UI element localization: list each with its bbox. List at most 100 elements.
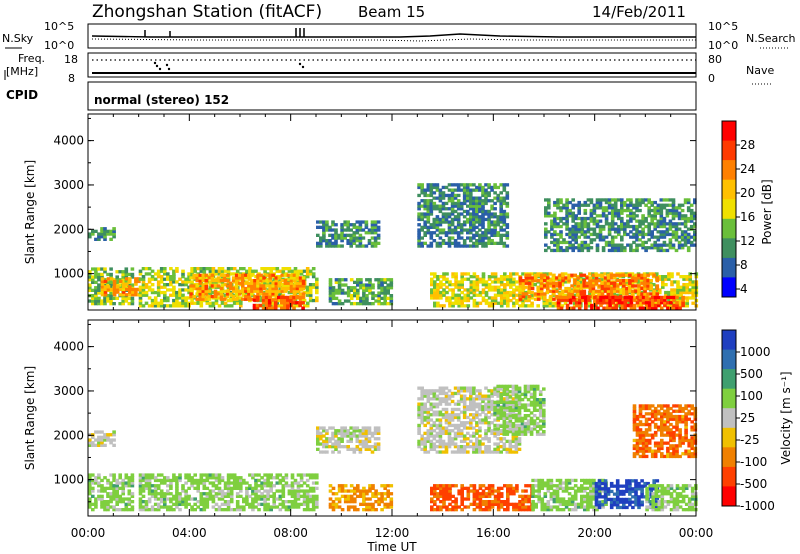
heatmap-cell bbox=[493, 201, 497, 206]
heatmap-cell bbox=[229, 492, 234, 496]
heatmap-cell bbox=[466, 217, 470, 222]
heatmap-cell bbox=[542, 301, 547, 305]
heatmap-cell bbox=[466, 196, 470, 200]
heatmap-cell bbox=[647, 303, 652, 308]
heatmap-cell bbox=[490, 233, 494, 237]
heatmap-cell bbox=[466, 293, 471, 297]
heatmap-cell bbox=[269, 481, 273, 485]
heatmap-cell bbox=[367, 239, 372, 243]
heatmap-cell bbox=[435, 445, 440, 449]
heatmap-cell bbox=[568, 306, 573, 310]
heatmap-cell bbox=[678, 306, 682, 310]
heatmap-cell bbox=[487, 285, 492, 289]
heatmap-cell bbox=[100, 229, 104, 233]
heatmap-cell bbox=[100, 279, 105, 284]
heatmap-cell bbox=[289, 284, 294, 288]
heatmap-cell bbox=[466, 228, 470, 232]
heatmap-cell bbox=[380, 288, 384, 292]
heatmap-cell bbox=[585, 284, 590, 288]
heatmap-cell bbox=[163, 269, 167, 273]
heatmap-cell bbox=[423, 410, 427, 414]
heatmap-cell bbox=[543, 294, 547, 299]
heatmap-cell bbox=[666, 301, 670, 305]
heatmap-cell bbox=[377, 500, 381, 504]
heatmap-cell bbox=[265, 292, 269, 296]
heatmap-cell bbox=[199, 502, 204, 506]
heatmap-cell bbox=[453, 188, 458, 192]
heatmap-cell bbox=[435, 204, 440, 208]
heatmap-cell bbox=[438, 402, 443, 406]
heatmap-cell bbox=[663, 298, 667, 302]
heatmap-cell bbox=[420, 394, 424, 398]
heatmap-cell bbox=[315, 505, 319, 509]
heatmap-cell bbox=[296, 484, 301, 488]
heatmap-cell bbox=[103, 299, 107, 303]
heatmap-cell bbox=[217, 296, 222, 300]
heatmap-cell bbox=[266, 478, 270, 483]
heatmap-cell bbox=[626, 222, 630, 226]
heatmap-cell bbox=[435, 207, 440, 211]
heatmap-cell bbox=[499, 241, 503, 245]
heatmap-cell bbox=[181, 489, 185, 493]
heatmap-cell bbox=[456, 429, 461, 433]
heatmap-cell bbox=[657, 303, 661, 308]
heatmap-cell bbox=[349, 434, 353, 438]
heatmap-cell bbox=[683, 219, 688, 223]
heatmap-cell bbox=[169, 484, 173, 488]
heatmap-cell bbox=[459, 201, 464, 206]
heatmap-cell bbox=[667, 277, 671, 281]
heatmap-cell bbox=[681, 298, 685, 302]
heatmap-cell bbox=[435, 394, 440, 398]
heatmap-cell bbox=[592, 227, 597, 231]
heatmap-cell bbox=[195, 279, 199, 283]
heatmap-cell bbox=[441, 445, 446, 449]
heatmap-cell bbox=[436, 277, 440, 281]
heatmap-cell bbox=[623, 222, 627, 226]
heatmap-cell bbox=[389, 283, 394, 287]
heatmap-cell bbox=[325, 225, 329, 229]
heatmap-cell bbox=[115, 500, 119, 504]
heatmap-cell bbox=[432, 217, 437, 222]
heatmap-cell bbox=[202, 502, 207, 506]
heatmap-cell bbox=[469, 275, 474, 279]
heatmap-cell bbox=[656, 208, 661, 213]
heatmap-cell bbox=[305, 505, 310, 509]
heatmap-cell bbox=[556, 243, 560, 247]
heatmap-cell bbox=[605, 301, 609, 305]
heatmap-cell bbox=[442, 277, 446, 281]
heatmap-cell bbox=[153, 494, 158, 498]
heatmap-cell bbox=[644, 198, 648, 202]
heatmap-cell bbox=[677, 222, 682, 226]
heatmap-cell bbox=[574, 216, 578, 221]
heatmap-cell bbox=[641, 198, 645, 202]
heatmap-cell bbox=[441, 212, 446, 216]
heatmap-cell bbox=[91, 435, 95, 439]
heatmap-cell bbox=[199, 508, 204, 512]
heatmap-cell bbox=[622, 284, 626, 288]
heatmap-cell bbox=[109, 275, 113, 279]
heatmap-cell bbox=[626, 208, 630, 213]
heatmap-cell bbox=[91, 302, 95, 306]
heatmap-cell bbox=[472, 244, 476, 248]
heatmap-cell bbox=[353, 286, 357, 290]
heatmap-cell bbox=[346, 288, 351, 292]
heatmap-cell bbox=[420, 389, 424, 393]
heatmap-cell bbox=[331, 286, 336, 290]
heatmap-cell bbox=[374, 489, 378, 493]
heatmap-cell bbox=[417, 407, 421, 412]
heatmap-cell bbox=[426, 188, 431, 192]
heatmap-cell bbox=[88, 497, 92, 501]
heatmap-cell bbox=[275, 267, 280, 271]
heatmap-cell bbox=[219, 292, 224, 296]
heatmap-cell bbox=[469, 290, 474, 295]
heatmap-cell bbox=[106, 296, 110, 300]
heatmap-cell bbox=[682, 275, 686, 279]
heatmap-cell bbox=[217, 505, 222, 509]
heatmap-cell bbox=[581, 295, 585, 300]
heatmap-cell bbox=[153, 489, 158, 493]
heatmap-cell bbox=[343, 291, 348, 295]
heatmap-cell bbox=[190, 301, 194, 305]
heatmap-cell bbox=[377, 296, 381, 300]
heatmap-cell bbox=[229, 476, 234, 480]
heatmap-cell bbox=[682, 290, 686, 295]
